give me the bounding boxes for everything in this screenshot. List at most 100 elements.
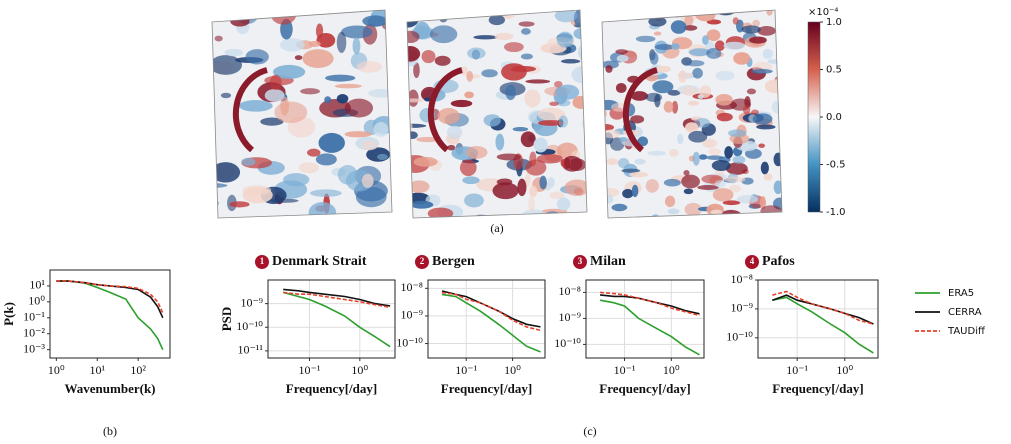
map-pattern (473, 35, 497, 39)
map-pattern (753, 113, 773, 124)
map-pattern (629, 172, 648, 177)
map-pattern (657, 66, 671, 73)
map-pattern (774, 153, 784, 167)
map-pattern (582, 118, 591, 129)
map-pattern (451, 100, 473, 107)
map-pattern (671, 43, 679, 50)
map-pattern (283, 173, 309, 186)
map-pattern (737, 195, 758, 203)
map-pattern (215, 36, 223, 42)
map-pattern (634, 159, 645, 165)
chart-title: Denmark Strait (272, 254, 367, 269)
y-tick-label: 10⁻³ (23, 341, 45, 355)
map-pattern (677, 134, 683, 144)
map-pattern (466, 71, 473, 82)
map-pattern (299, 162, 319, 173)
y-tick-label: 10⁻⁹ (558, 310, 581, 324)
map-pattern (524, 90, 540, 108)
map-pattern (608, 12, 621, 18)
map-pattern (668, 208, 680, 214)
map-pattern (699, 85, 711, 97)
map-pattern (559, 115, 568, 127)
map-pattern (768, 59, 781, 64)
colorbar-tick-label: -0.5 (826, 160, 846, 171)
map-pattern (230, 16, 249, 27)
map-pattern (270, 75, 282, 91)
y-tick-label: 10⁻¹¹ (237, 343, 263, 357)
y-axis-label: P(k) (1, 302, 16, 326)
map-pattern (758, 144, 765, 148)
map-pattern (460, 159, 477, 176)
map-pattern (557, 198, 570, 211)
map-pattern (643, 7, 662, 18)
map-pattern (229, 201, 249, 207)
x-tick-label: 10⁰ (663, 363, 680, 377)
map-pattern (606, 158, 618, 165)
map-pattern (761, 162, 769, 175)
map-pattern (723, 42, 745, 50)
map-pattern (549, 102, 559, 106)
badge-number: 4 (750, 256, 755, 266)
badge-number: 1 (260, 256, 265, 266)
map-pattern (300, 88, 320, 94)
map-pattern (529, 151, 536, 166)
map-pattern (712, 160, 731, 171)
map-pattern (487, 8, 496, 13)
legend-label: TAUDiff (947, 326, 986, 337)
map-pattern (724, 177, 746, 183)
map-pattern (646, 179, 659, 193)
map-pattern (280, 97, 289, 116)
x-tick-label: 10⁰ (504, 363, 521, 377)
map-pattern (221, 93, 231, 98)
map-pattern (747, 89, 756, 95)
map-pattern (636, 36, 656, 42)
map-pattern (671, 20, 687, 34)
map-pattern (733, 52, 750, 65)
map-pattern (225, 49, 243, 57)
map-pattern (702, 35, 709, 45)
y-tick-label: 10⁻⁸ (730, 272, 753, 286)
map-pattern (197, 183, 227, 188)
map-pattern (708, 148, 721, 155)
map-pattern (733, 17, 739, 24)
map-pattern (632, 185, 639, 197)
map-pattern (616, 83, 627, 93)
y-tick-label: 10⁻⁸ (558, 284, 581, 298)
map-pattern (497, 153, 521, 160)
y-tick-label: 10⁻¹⁰ (554, 336, 581, 350)
map-pattern (464, 194, 484, 208)
y-axis-label: PSD (219, 307, 234, 332)
map-pattern (368, 89, 394, 98)
map-pattern (622, 189, 633, 198)
map-pattern (493, 182, 519, 199)
x-tick-label: 10⁰ (48, 363, 65, 377)
map-pattern (706, 48, 721, 59)
map-pattern (618, 158, 629, 168)
map-pattern (760, 205, 782, 217)
map-pattern (615, 49, 628, 54)
series-line (56, 281, 163, 350)
x-tick-label: 10⁻¹ (299, 363, 321, 377)
map-pattern (205, 199, 219, 207)
map-pattern (692, 68, 703, 79)
series-line (283, 292, 390, 346)
x-axis-label: Frequency[/day] (441, 381, 532, 396)
map-pattern (241, 158, 255, 166)
map-pattern (693, 152, 700, 166)
map-pattern (684, 188, 693, 194)
map-pattern (772, 101, 783, 114)
map-pattern (504, 42, 524, 52)
map-pattern (681, 86, 698, 96)
map-pattern (677, 73, 693, 78)
chart-title: Pafos (762, 254, 795, 269)
map-pattern (295, 55, 303, 60)
y-tick-label: 10⁻⁹ (730, 301, 753, 315)
colorbar-tick-label: 1.0 (826, 17, 842, 28)
map-pattern (564, 158, 570, 169)
map-pattern (270, 199, 298, 203)
chart-title: Bergen (432, 254, 475, 269)
map-pattern (669, 149, 678, 157)
map-pattern (361, 140, 378, 150)
map-pattern (377, 154, 388, 160)
map-pattern (612, 16, 632, 20)
